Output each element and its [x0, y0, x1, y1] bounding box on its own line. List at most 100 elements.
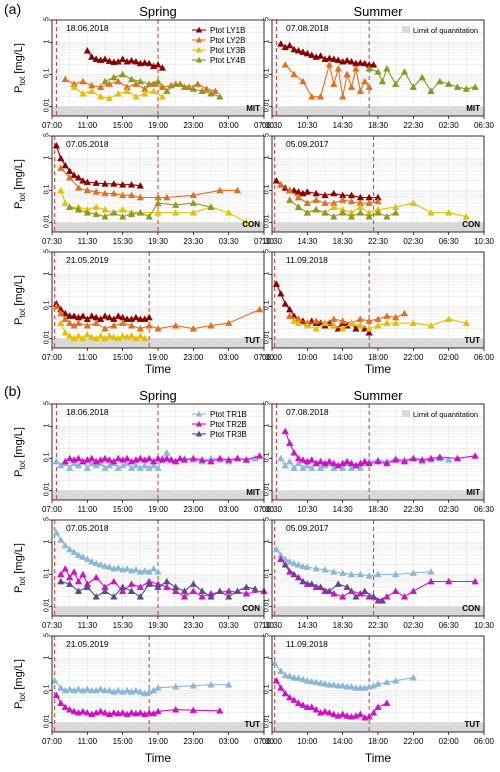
data-point	[303, 188, 311, 195]
data-point	[409, 587, 417, 594]
data-point	[154, 707, 162, 715]
data-point	[57, 319, 65, 326]
data-point	[321, 191, 329, 199]
site-label: MIT	[466, 104, 480, 113]
data-point	[52, 457, 61, 465]
data-point	[312, 205, 320, 213]
data-point	[242, 583, 250, 590]
plot-cell: 0.01 0.1 1 5 06:00 10:00 14:00 18:00 22:00 02:00 0…	[262, 249, 495, 362]
x-tick-label: 07:00	[254, 353, 275, 362]
data-point	[57, 570, 65, 578]
data-point	[347, 83, 356, 90]
data-point	[207, 593, 215, 600]
limit-band	[52, 722, 264, 732]
data-point	[83, 555, 91, 562]
data-point	[119, 70, 127, 78]
y-tick-label: 0.01	[264, 330, 271, 344]
data-point	[400, 309, 409, 317]
data-point	[198, 593, 206, 600]
data-point	[141, 567, 149, 574]
y-tick-label: 1	[264, 39, 271, 43]
data-point	[361, 457, 369, 465]
data-point	[308, 703, 316, 710]
data-point	[316, 93, 325, 100]
data-point	[281, 689, 289, 697]
data-point	[369, 709, 378, 716]
data-point	[110, 209, 118, 216]
data-point	[66, 173, 74, 181]
data-point	[145, 709, 153, 716]
legend-label: Ptot TR1B	[210, 410, 247, 419]
data-point	[392, 319, 400, 326]
data-point	[52, 302, 61, 310]
y-tick-label: 0.01	[264, 482, 271, 496]
limit-legend-swatch	[402, 26, 410, 33]
x-tick-label: 15:00	[113, 121, 134, 130]
y-label-sub: tot	[18, 192, 27, 202]
data-point	[57, 536, 65, 543]
data-point	[334, 580, 342, 587]
data-point	[325, 61, 334, 68]
y-tick-label: 5	[44, 17, 51, 21]
data-point	[74, 184, 83, 191]
x-tick-label: 10:30	[262, 621, 283, 630]
data-point	[66, 319, 74, 326]
y-tick-label: 1	[264, 539, 271, 543]
data-point	[66, 203, 74, 210]
data-point	[101, 213, 109, 220]
data-point	[163, 583, 171, 590]
x-tick-label: 03:00	[219, 505, 240, 514]
data-point	[132, 313, 140, 321]
data-point	[79, 89, 87, 97]
data-point	[141, 59, 149, 66]
data-point	[127, 75, 136, 83]
data-point	[207, 203, 215, 210]
data-point	[427, 87, 435, 94]
data-point	[445, 209, 453, 216]
limit-legend-label: Limit of quantitation	[413, 410, 478, 419]
data-point	[330, 321, 338, 329]
data-point	[471, 577, 479, 585]
data-point	[343, 457, 351, 465]
x-tick-label: 06:00	[262, 353, 283, 362]
column-title: Spring	[139, 388, 177, 403]
y-label-main: P	[13, 86, 25, 93]
data-point	[172, 321, 180, 329]
data-point	[343, 683, 351, 690]
data-point	[57, 684, 65, 691]
plot-cell: 0.01 0.1 1 5 07:00 11:00 15:00 19:00 23:00 03:00 0…	[13, 633, 275, 746]
y-tick-label: 0.1	[44, 684, 51, 694]
data-point	[369, 61, 378, 68]
data-point	[308, 93, 316, 100]
x-tick-label: 14:30	[333, 121, 354, 130]
data-point	[119, 332, 127, 339]
x-tick-label: 23:00	[183, 505, 204, 514]
x-tick-label: 19:00	[148, 505, 169, 514]
data-point	[101, 312, 109, 319]
data-point	[101, 180, 109, 187]
y-axis-label: Ptot [mg/L]	[13, 659, 27, 709]
x-tick-label: 07:30	[42, 237, 63, 246]
site-label: CON	[242, 604, 260, 613]
x-tick-label: 10:00	[297, 737, 318, 746]
data-point	[343, 70, 351, 78]
legend-marker	[195, 430, 203, 437]
x-tick-label: 03:30	[219, 621, 240, 630]
data-point	[127, 580, 136, 587]
data-point	[110, 180, 118, 187]
data-point	[92, 179, 100, 186]
plot-cell: 0.01 0.1 1 5 06:00 10:00 14:00 18:00 22:00 02:00 0…	[262, 633, 495, 746]
column-title: Spring	[139, 4, 177, 19]
data-point	[154, 325, 162, 332]
plot-date: 07.05.2018	[66, 523, 109, 533]
data-point	[383, 459, 391, 467]
data-point	[462, 319, 470, 326]
site-label: MIT	[466, 488, 480, 497]
data-point	[290, 570, 298, 578]
x-tick-label: 07:00	[42, 737, 63, 746]
site-label: CON	[462, 604, 480, 613]
data-point	[339, 93, 347, 100]
data-point	[211, 87, 220, 94]
data-point	[136, 77, 144, 85]
data-point	[136, 593, 144, 600]
